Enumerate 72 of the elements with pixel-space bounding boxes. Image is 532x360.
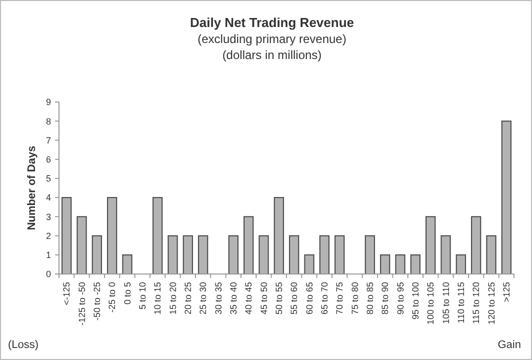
y-tick-label: 0	[46, 269, 51, 280]
x-tick-label: 85 to 90	[380, 282, 390, 315]
x-tick-label: 65 to 70	[320, 282, 330, 315]
bar	[486, 235, 496, 274]
x-tick-label: 10 to 15	[152, 282, 163, 315]
bar	[289, 235, 300, 274]
bar	[440, 235, 451, 274]
bar	[364, 235, 375, 274]
chart-subtitle: (excluding primary revenue) (dollars in millions)	[198, 32, 346, 62]
x-tick-label: 55 to 60	[289, 282, 300, 315]
text: Gain	[498, 339, 521, 351]
y-tick-label: 5	[46, 174, 51, 184]
bar	[168, 235, 178, 274]
y-axis-title: Number of Days	[26, 146, 38, 230]
x-tick-label: 15 to 20	[168, 282, 178, 315]
bar	[92, 235, 102, 274]
bar	[501, 120, 512, 274]
x-tick-label: 80 to 85	[365, 282, 376, 315]
x-tick-label: <-125	[62, 282, 72, 306]
x-tick-label: 95 to 100	[410, 282, 421, 320]
bar	[426, 216, 436, 274]
y-tick-label: 2	[46, 230, 51, 241]
x-tick-label: 60 to 65	[304, 282, 314, 315]
x-tick-label: 20 to 25	[183, 282, 194, 315]
bar	[244, 216, 254, 274]
bar	[228, 235, 238, 274]
chart-title: Daily Net Trading Revenue	[190, 15, 354, 30]
text: (Loss)	[8, 339, 39, 351]
bar	[304, 254, 314, 274]
x-tick-label: 115 to 120	[471, 282, 482, 324]
x-tick-label: 100 to 105	[426, 282, 436, 325]
bar	[198, 235, 208, 274]
x-tick-label: -50 to -25	[92, 282, 102, 321]
y-tick-label: 3	[46, 212, 51, 222]
x-tick-label: 40 to 45	[244, 282, 254, 315]
bar	[258, 235, 269, 274]
x-tick-label: 120 to 125	[486, 282, 496, 325]
bar	[182, 235, 193, 274]
x-tick-label: -25 to 0	[107, 282, 118, 313]
x-tick-label: 5 to 10	[138, 282, 148, 310]
bar	[122, 254, 132, 274]
x-tick-label: -125 to -50	[76, 282, 87, 326]
bar	[152, 197, 163, 274]
x-tick-label: 50 to 55	[274, 282, 284, 315]
bar	[395, 254, 406, 274]
bar	[62, 197, 72, 274]
x-tick-label: >125	[502, 282, 512, 302]
y-tick-label: 7	[46, 135, 51, 146]
x-tick-label: 25 to 30	[198, 282, 208, 315]
y-tick-label: 6	[46, 154, 51, 164]
bar	[274, 197, 284, 274]
x-tick-label: 35 to 40	[228, 282, 239, 315]
y-tick-label: 9	[46, 97, 51, 108]
bar	[319, 235, 330, 274]
y-tick-label: 4	[46, 192, 51, 203]
x-tick-label: 75 to 80	[350, 282, 360, 315]
bar	[107, 197, 118, 274]
bar	[471, 216, 482, 274]
x-tick-label: 90 to 95	[395, 282, 406, 315]
bar	[456, 254, 466, 274]
bar	[334, 235, 345, 274]
bar	[380, 254, 390, 274]
x-tick-label: 45 to 50	[258, 282, 269, 315]
y-tick-label: 1	[46, 250, 51, 260]
x-tick-label: 110 to 115	[456, 282, 466, 324]
bar	[76, 216, 87, 274]
x-tick-label: 0 to 5	[122, 282, 132, 305]
x-tick-label: 30 to 35	[213, 282, 224, 315]
bar	[410, 254, 420, 274]
y-tick-label: 8	[46, 116, 51, 126]
x-tick-label: 105 to 110	[440, 282, 451, 324]
x-tick-label: 70 to 75	[334, 282, 345, 315]
